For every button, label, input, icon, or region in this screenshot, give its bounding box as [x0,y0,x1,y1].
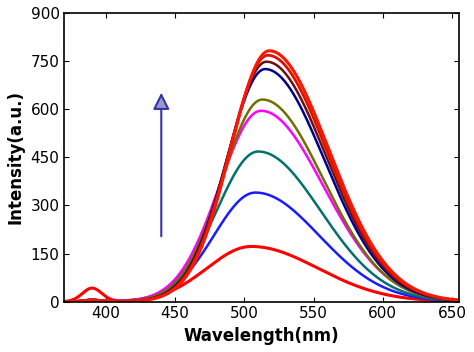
Y-axis label: Intensity(a.u.): Intensity(a.u.) [7,90,25,224]
X-axis label: Wavelength(nm): Wavelength(nm) [184,327,339,345]
